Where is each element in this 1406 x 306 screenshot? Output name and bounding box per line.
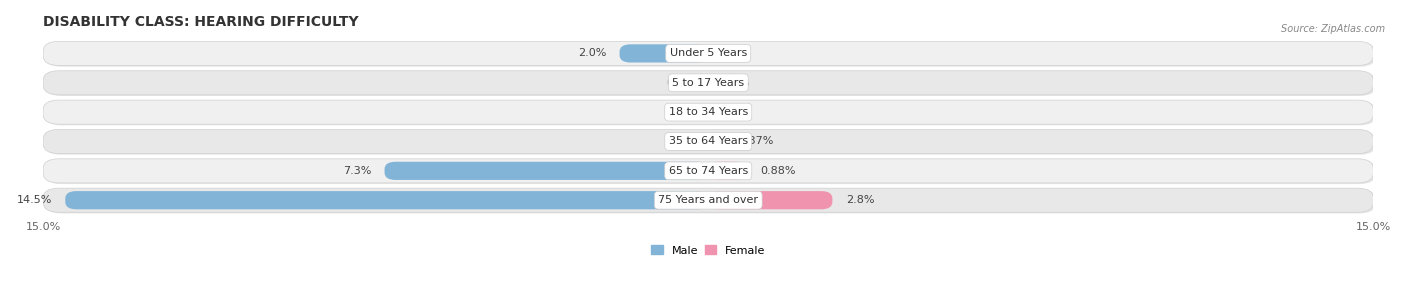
FancyBboxPatch shape — [45, 131, 1375, 155]
Text: Under 5 Years: Under 5 Years — [669, 48, 747, 58]
FancyBboxPatch shape — [45, 72, 1375, 96]
FancyBboxPatch shape — [709, 191, 832, 209]
Text: 0.0%: 0.0% — [666, 78, 695, 88]
FancyBboxPatch shape — [620, 44, 709, 62]
Text: 0.0%: 0.0% — [666, 107, 695, 117]
Text: 0.0%: 0.0% — [721, 107, 749, 117]
Text: 0.0%: 0.0% — [721, 78, 749, 88]
FancyBboxPatch shape — [45, 101, 1375, 125]
Text: 18 to 34 Years: 18 to 34 Years — [669, 107, 748, 117]
Text: 0.88%: 0.88% — [761, 166, 796, 176]
FancyBboxPatch shape — [44, 71, 1374, 95]
FancyBboxPatch shape — [44, 188, 1374, 212]
FancyBboxPatch shape — [44, 159, 1374, 183]
FancyBboxPatch shape — [45, 160, 1375, 184]
FancyBboxPatch shape — [44, 41, 1374, 65]
FancyBboxPatch shape — [44, 100, 1374, 124]
Text: 0.0%: 0.0% — [721, 48, 749, 58]
FancyBboxPatch shape — [44, 129, 1374, 154]
FancyBboxPatch shape — [65, 191, 709, 209]
Text: 7.3%: 7.3% — [343, 166, 371, 176]
Text: 14.5%: 14.5% — [17, 195, 52, 205]
FancyBboxPatch shape — [45, 43, 1375, 67]
Text: 2.0%: 2.0% — [578, 48, 606, 58]
Text: Source: ZipAtlas.com: Source: ZipAtlas.com — [1281, 24, 1385, 35]
FancyBboxPatch shape — [385, 162, 709, 180]
Text: DISABILITY CLASS: HEARING DIFFICULTY: DISABILITY CLASS: HEARING DIFFICULTY — [44, 15, 359, 29]
Text: 0.0%: 0.0% — [666, 136, 695, 147]
Legend: Male, Female: Male, Female — [647, 241, 769, 260]
Text: 0.37%: 0.37% — [738, 136, 773, 147]
Text: 65 to 74 Years: 65 to 74 Years — [669, 166, 748, 176]
Text: 5 to 17 Years: 5 to 17 Years — [672, 78, 744, 88]
FancyBboxPatch shape — [709, 132, 724, 151]
FancyBboxPatch shape — [709, 162, 747, 180]
FancyBboxPatch shape — [45, 189, 1375, 213]
Text: 35 to 64 Years: 35 to 64 Years — [669, 136, 748, 147]
Text: 75 Years and over: 75 Years and over — [658, 195, 758, 205]
Text: 2.8%: 2.8% — [845, 195, 875, 205]
